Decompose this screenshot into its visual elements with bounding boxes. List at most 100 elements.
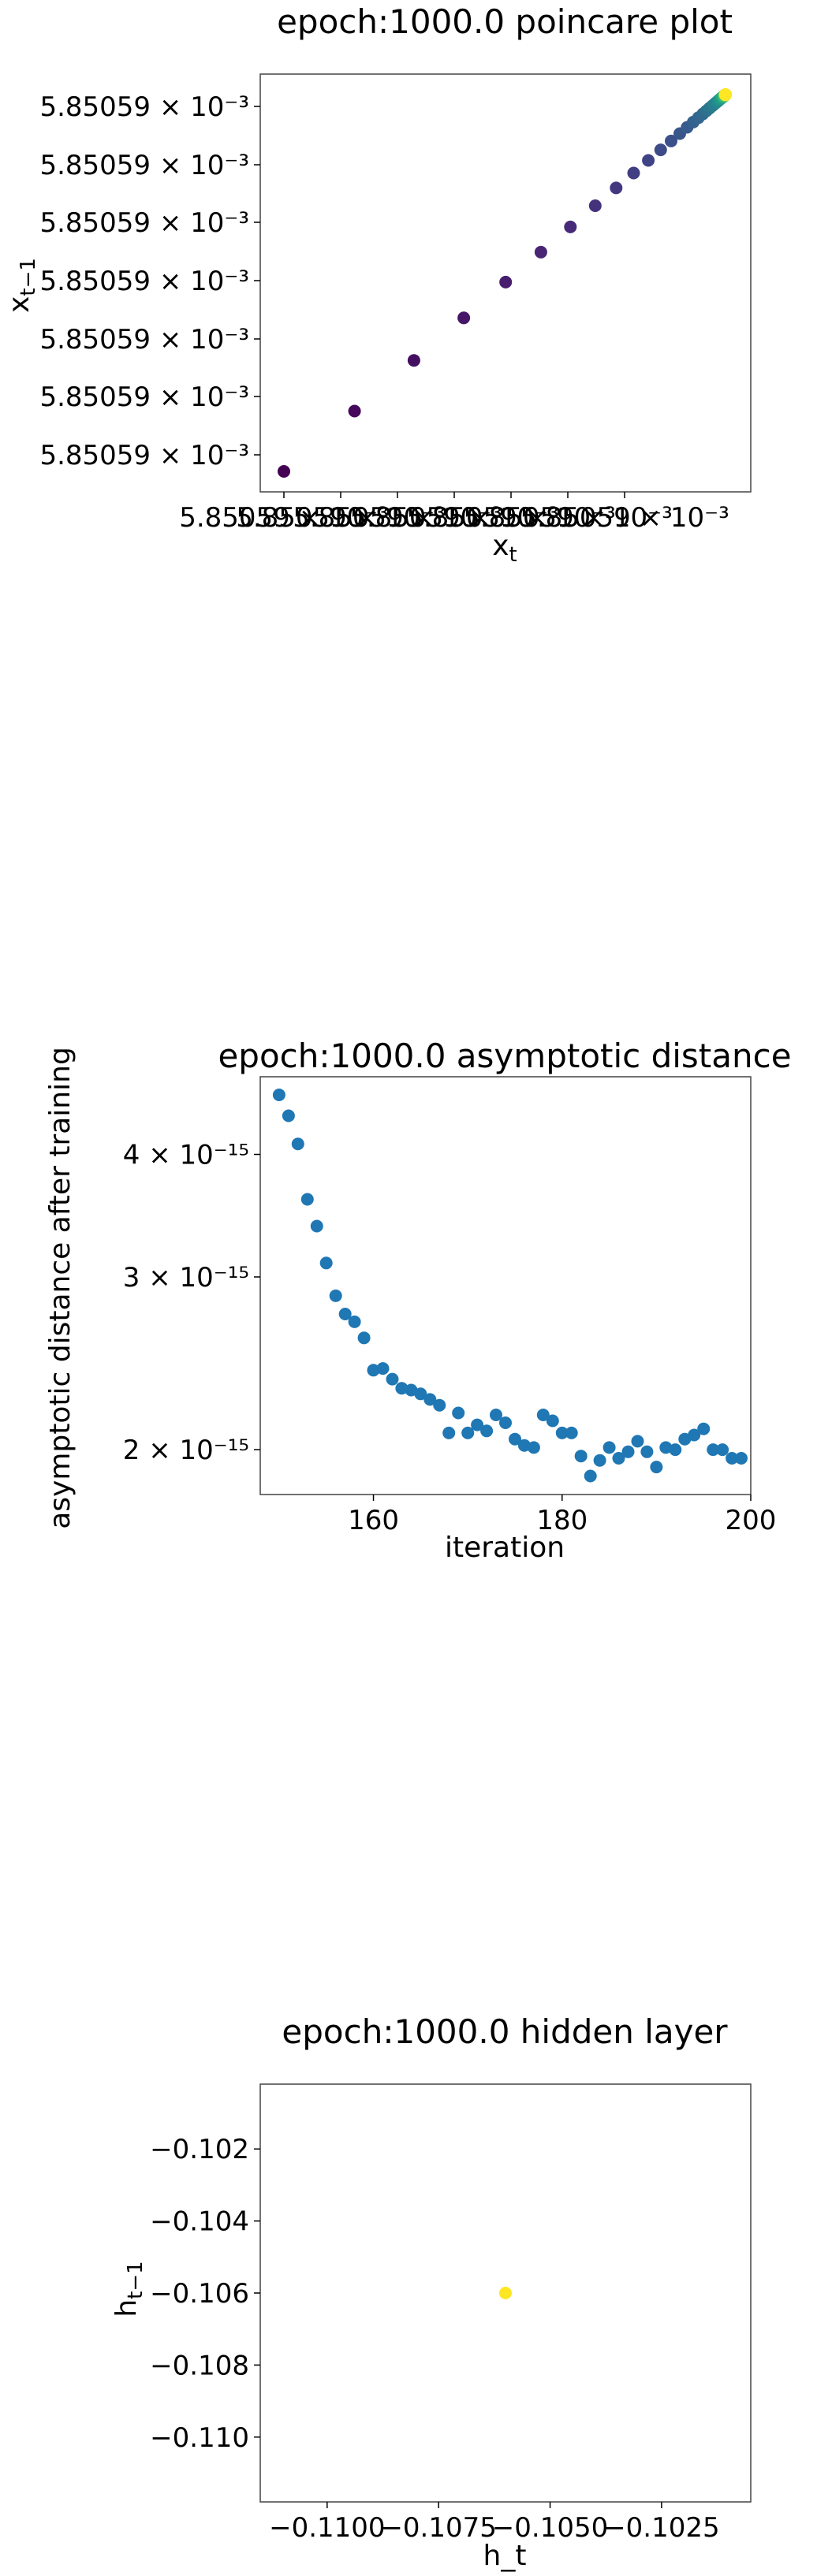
y-tick-label: −0.104	[150, 2206, 249, 2238]
scatter-point	[300, 1193, 314, 1206]
scatter-point	[282, 1109, 295, 1122]
scatter-point	[490, 1409, 502, 1421]
scatter-point	[376, 1362, 390, 1375]
scatter-point	[348, 404, 361, 418]
y-axis: 5.85059 × 10⁻³ 5.85059 × 10⁻³ 5.85059 × …	[39, 91, 260, 471]
scatter-point	[659, 1441, 673, 1454]
scatter-point	[499, 1416, 512, 1429]
scatter-point	[291, 1137, 304, 1151]
x-tick-label: −0.1100	[269, 2512, 385, 2544]
scatter-point	[329, 1289, 342, 1302]
x-tick-label: 5.85059 × 10⁻³	[293, 502, 502, 534]
scatter-point	[642, 154, 655, 167]
scatter-point	[407, 354, 420, 367]
y-tick-label: 5.85059 × 10⁻³	[39, 382, 249, 413]
chart-title: epoch:1000.0 poincare plot	[277, 2, 733, 41]
axes: 160 180 200 2 × 10⁻¹⁵ 3 × 10⁻¹⁵ 4 × 10⁻¹⁵	[123, 1140, 777, 1536]
scatter-point	[650, 1461, 663, 1474]
scatter-point	[631, 1435, 644, 1448]
scatter-point	[719, 88, 732, 101]
scatter-point	[442, 1426, 456, 1439]
y-tick-label: 5.85059 × 10⁻³	[39, 324, 249, 356]
y-tick-label: 3 × 10⁻¹⁵	[123, 1262, 249, 1294]
scatter-point	[602, 1441, 616, 1454]
scatter-point	[319, 1256, 333, 1270]
x-axis-label: iteration	[445, 1532, 565, 1564]
scatter-point	[423, 1393, 437, 1406]
x-tick-label: −0.1075	[380, 2512, 496, 2544]
scatter-point	[527, 1441, 540, 1454]
scatter-point	[357, 1331, 371, 1345]
y-tick-label: 5.85059 × 10⁻³	[39, 440, 249, 471]
scatter-point	[584, 1469, 597, 1483]
scatter-point	[272, 1089, 285, 1101]
y-tick-label: −0.108	[150, 2350, 249, 2381]
x-tick-label: −0.1025	[603, 2512, 719, 2544]
x-axis-label: h_t	[483, 2540, 527, 2572]
scatter-point	[499, 275, 513, 288]
poincare-chart: epoch:1000.0 poincare plot 5.85059 × 10⁻…	[3, 2, 752, 567]
scatter-point	[534, 245, 547, 259]
scatter-point	[509, 1432, 521, 1446]
scatter-series	[272, 1089, 748, 1483]
scatter-point	[367, 1364, 380, 1377]
x-tick-label: 5.85059 × 10⁻³	[463, 502, 673, 534]
scatter-point	[621, 1445, 635, 1458]
scatter-point	[414, 1387, 427, 1401]
x-axis: 5.85059 × 10⁻³ 5.85059 × 10⁻³ 5.85059 × …	[179, 492, 729, 534]
scatter-point	[499, 2287, 512, 2299]
scatter-point	[310, 1219, 323, 1233]
y-tick-label: 5.85059 × 10⁻³	[39, 266, 249, 297]
scatter-point	[612, 1452, 625, 1465]
scatter-point	[564, 220, 577, 233]
y-axis-label: xt−1	[3, 258, 40, 313]
chart-title: epoch:1000.0 asymptotic distance	[218, 1037, 791, 1075]
scatter-point	[726, 1452, 739, 1465]
scatter-point	[471, 1418, 484, 1431]
scatter-point	[627, 166, 640, 180]
y-tick-label: 5.85059 × 10⁻³	[39, 207, 249, 239]
scatter-point	[735, 1452, 748, 1465]
scatter-point	[610, 181, 623, 195]
scatter-point	[338, 1308, 352, 1320]
scatter-series	[499, 2287, 512, 2299]
asymptotic-distance-chart: epoch:1000.0 asymptotic distance 160 180 2…	[44, 1037, 792, 1564]
scatter-point	[593, 1454, 606, 1467]
y-tick-label: −0.110	[150, 2422, 249, 2454]
scatter-point	[348, 1315, 361, 1328]
x-tick-label: 5.85059 × 10⁻³	[236, 502, 446, 534]
scatter-point	[640, 1445, 654, 1458]
scatter-point	[278, 465, 290, 478]
y-tick-label: −0.106	[150, 2278, 249, 2310]
scatter-point	[574, 1450, 588, 1463]
x-tick-label: 160	[348, 1505, 399, 1536]
y-axis-label: asymptotic distance after training	[44, 1047, 76, 1529]
x-axis-label: xt	[492, 530, 517, 567]
chart-title: epoch:1000.0 hidden layer	[282, 2012, 728, 2051]
y-axis-label: ht−1	[110, 2261, 147, 2317]
y-tick-label: 4 × 10⁻¹⁵	[123, 1140, 249, 1171]
x-tick-label: 5.85059 × 10⁻³	[406, 502, 616, 534]
y-tick-label: 5.85059 × 10⁻³	[39, 91, 249, 123]
scatter-point	[654, 143, 667, 157]
scatter-point	[536, 1409, 550, 1421]
axes: −0.1100−0.1075−0.1050−0.1025 −0.110 −0.108…	[150, 2134, 719, 2544]
plot-frame	[259, 73, 752, 493]
x-tick-label: 200	[726, 1505, 777, 1536]
x-tick-label: 5.85059 × 10⁻³	[520, 502, 729, 534]
y-tick-label: 5.85059 × 10⁻³	[39, 150, 249, 181]
scatter-point	[716, 1443, 729, 1457]
scatter-point	[588, 199, 602, 212]
x-tick-label: −0.1050	[492, 2512, 608, 2544]
scatter-point	[433, 1398, 446, 1412]
scatter-point	[452, 1406, 465, 1420]
scatter-point	[565, 1426, 578, 1439]
scatter-point	[457, 311, 471, 325]
scatter-point	[546, 1414, 559, 1428]
scatter-point	[555, 1426, 569, 1439]
scatter-point	[395, 1382, 408, 1395]
scatter-point	[707, 1443, 720, 1457]
scatter-point	[665, 134, 677, 147]
scatter-point	[697, 1422, 711, 1435]
